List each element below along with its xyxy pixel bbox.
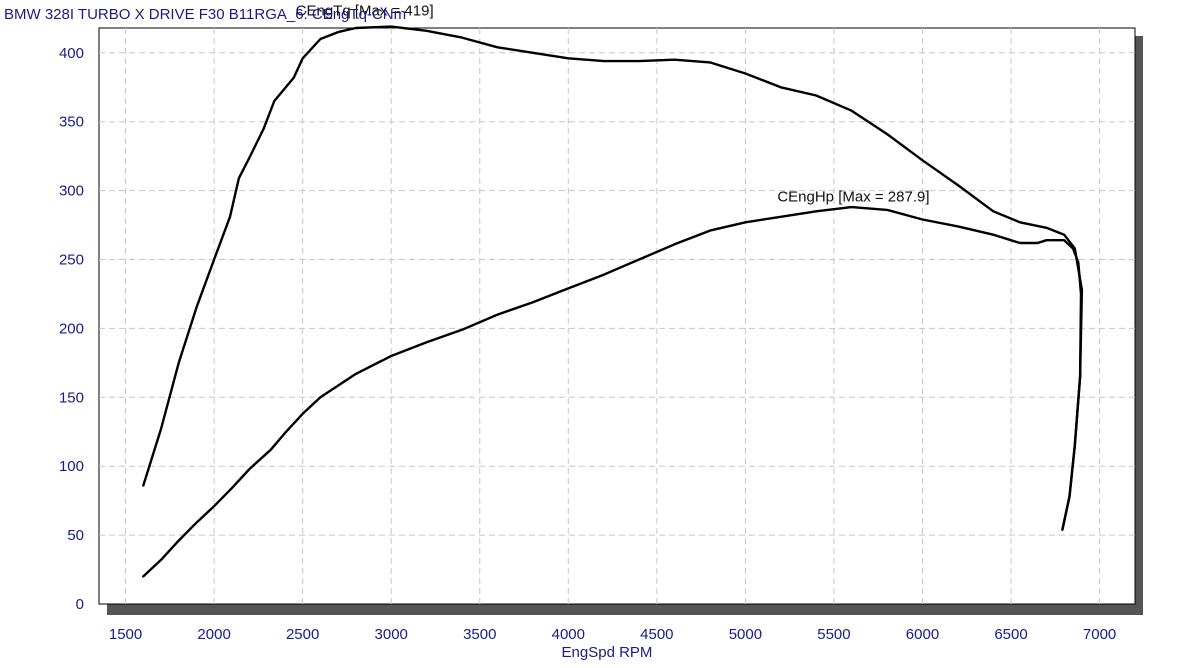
x-tick-label: 5000 bbox=[729, 626, 762, 643]
grid-lines bbox=[99, 28, 1135, 604]
x-tick-label: 1500 bbox=[109, 626, 142, 643]
x-tick-label: 3500 bbox=[463, 626, 496, 643]
x-axis-label: EngSpd RPM bbox=[562, 644, 653, 661]
plot-area bbox=[98, 27, 1136, 605]
y-tick-label: 0 bbox=[76, 596, 84, 613]
x-tick-label: 6000 bbox=[906, 626, 939, 643]
y-axis-ticks: 0 50 100 150 200 250 300 350 400 bbox=[59, 45, 84, 613]
annotation-label: CEngTq [Max = 419] bbox=[296, 3, 434, 20]
chart-title: BMW 328I TURBO X DRIVE F30 B11RGA_6: CEn… bbox=[4, 6, 406, 23]
series-line-cenghp bbox=[142, 205, 1083, 578]
x-axis-ticks: 1500 2000 2500 3000 3500 4000 4500 5000 5500 6000… bbox=[109, 626, 1116, 643]
series-line-cengtq bbox=[142, 25, 1084, 531]
annotation-label: CEngHp [Max = 287.9] bbox=[777, 189, 929, 206]
x-tick-label: 2000 bbox=[197, 626, 230, 643]
x-tick-label: 7000 bbox=[1083, 626, 1116, 643]
y-tick-label: 300 bbox=[59, 183, 84, 200]
y-tick-label: 50 bbox=[67, 527, 84, 544]
y-tick-label: 150 bbox=[59, 389, 84, 406]
x-tick-label: 5500 bbox=[817, 626, 850, 643]
y-tick-label: 100 bbox=[59, 458, 84, 475]
x-tick-label: 4500 bbox=[640, 626, 673, 643]
annotations: CEngTq [Max = 419] CEngHp [Max = 287.9] bbox=[296, 3, 930, 206]
y-tick-label: 350 bbox=[59, 114, 84, 131]
x-tick-label: 6500 bbox=[994, 626, 1027, 643]
x-tick-label: 2500 bbox=[286, 626, 319, 643]
y-tick-label: 400 bbox=[59, 45, 84, 62]
x-tick-label: 4000 bbox=[552, 626, 585, 643]
y-tick-label: 250 bbox=[59, 252, 84, 269]
x-tick-label: 3000 bbox=[375, 626, 408, 643]
y-tick-label: 200 bbox=[59, 320, 84, 337]
series-group bbox=[142, 25, 1084, 578]
